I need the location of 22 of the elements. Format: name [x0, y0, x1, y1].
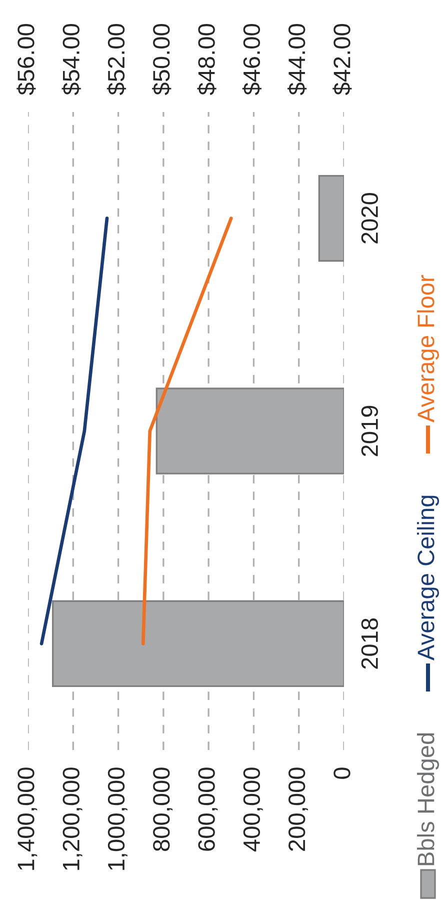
- x2-tick-label: $56.00: [16, 24, 36, 96]
- x2-tick-label: $54.00: [62, 24, 81, 96]
- x-tick-label: 400,000: [243, 768, 263, 852]
- x-tick-label: 1,400,000: [18, 768, 38, 870]
- text: Average Floor: [416, 275, 440, 422]
- x2-tick-label: $44.00: [287, 24, 307, 96]
- x2-tick-label: $52.00: [106, 24, 126, 96]
- y-tick-label: 2019: [361, 406, 378, 456]
- x-tick-label: 0: [334, 768, 350, 779]
- y-tick-label: 2018: [361, 618, 378, 669]
- text: Bbls Hedged: [416, 733, 440, 866]
- x-tick-label: 800,000: [153, 768, 173, 851]
- x2-tick-label: $46.00: [242, 24, 262, 96]
- x-tick-label: 1,000,000: [108, 768, 128, 870]
- y-tick-label: 2020: [361, 192, 378, 244]
- x-tick-label: 1,200,000: [62, 768, 82, 870]
- x2-tick-label: $50.00: [152, 24, 172, 96]
- x-tick-label: 200,000: [288, 768, 308, 851]
- x2-tick-label: $42.00: [332, 24, 352, 96]
- text: Average Ceiling: [416, 496, 440, 660]
- x-tick-label: 600,000: [198, 768, 218, 851]
- x2-tick-label: $48.00: [197, 24, 216, 96]
